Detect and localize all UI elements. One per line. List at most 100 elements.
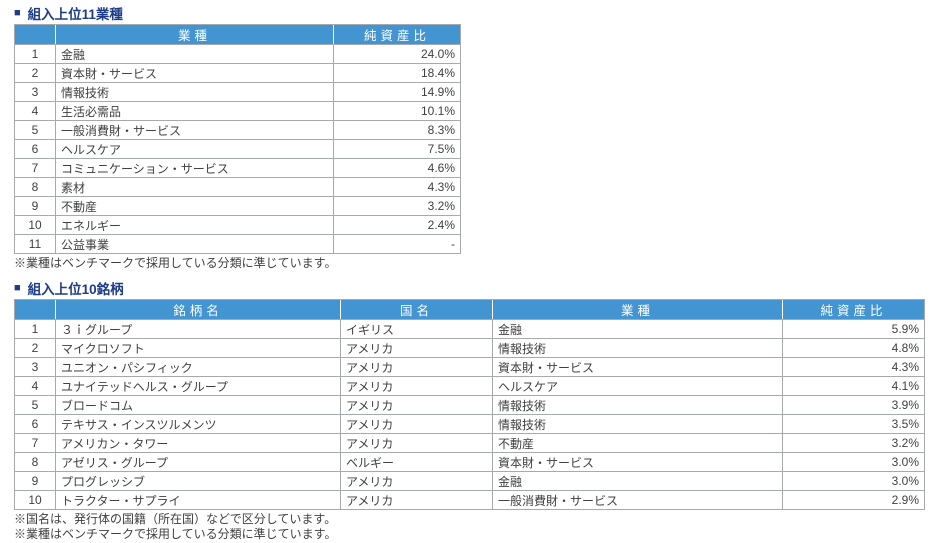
- header-country: 国名: [340, 299, 493, 320]
- cell-ratio: 3.2%: [333, 196, 461, 216]
- cell-rank: 1: [14, 44, 56, 64]
- cell-name: ユニオン・パシフィック: [55, 357, 341, 377]
- cell-rank: 5: [14, 120, 56, 140]
- cell-name: マイクロソフト: [55, 338, 341, 358]
- cell-rank: 9: [14, 471, 56, 491]
- cell-industry: 金融: [492, 319, 783, 339]
- cell-industry: ヘルスケア: [55, 139, 334, 159]
- cell-name: アゼリス・グループ: [55, 452, 341, 472]
- section-title-holdings: ■ 組入上位10銘柄: [14, 280, 950, 297]
- cell-ratio: 4.1%: [782, 376, 925, 396]
- cell-rank: 10: [14, 215, 56, 235]
- section-title-text: 組入上位11業種: [27, 7, 123, 22]
- table-row: 6 ヘルスケア 7.5%: [14, 139, 461, 159]
- holdings-table-body: 1 ３ｉグループ イギリス 金融 5.9% 2 マイクロソフト アメリカ 情報技術 4.8% 3 ユニ…: [14, 319, 925, 510]
- table-row: 9 プログレッシブ アメリカ 金融 3.0%: [14, 471, 925, 491]
- cell-industry: 不動産: [55, 196, 334, 216]
- cell-industry: 資本財・サービス: [492, 452, 783, 472]
- cell-rank: 9: [14, 196, 56, 216]
- table-row: 6 テキサス・インスツルメンツ アメリカ 情報技術 3.5%: [14, 414, 925, 434]
- cell-rank: 4: [14, 101, 56, 121]
- cell-ratio: 3.0%: [782, 452, 925, 472]
- header-industry: 業種: [492, 299, 783, 320]
- section-title-industries: ■ 組入上位11業種: [14, 5, 950, 22]
- table-row: 11 公益事業 -: [14, 234, 461, 254]
- cell-country: アメリカ: [340, 376, 493, 396]
- cell-rank: 3: [14, 357, 56, 377]
- cell-ratio: 4.3%: [782, 357, 925, 377]
- cell-name: ブロードコム: [55, 395, 341, 415]
- cell-country: アメリカ: [340, 490, 493, 510]
- cell-industry: 金融: [55, 44, 334, 64]
- cell-rank: 5: [14, 395, 56, 415]
- section-holdings: ■ 組入上位10銘柄 銘柄名 国名 業種 純資産比 1 ３ｉグループ イギリス 金融 5…: [14, 280, 950, 542]
- cell-country: アメリカ: [340, 471, 493, 491]
- table-row: 4 生活必需品 10.1%: [14, 101, 461, 121]
- cell-name: トラクター・サプライ: [55, 490, 341, 510]
- cell-industry: エネルギー: [55, 215, 334, 235]
- cell-ratio: 5.9%: [782, 319, 925, 339]
- cell-rank: 1: [14, 319, 56, 339]
- cell-industry: 公益事業: [55, 234, 334, 254]
- cell-country: アメリカ: [340, 433, 493, 453]
- footnote-country: ※国名は、発行体の国籍（所在国）などで区分しています。: [14, 512, 337, 526]
- cell-industry: 情報技術: [492, 395, 783, 415]
- cell-rank: 8: [14, 177, 56, 197]
- cell-ratio: 8.3%: [333, 120, 461, 140]
- table-row: 7 アメリカン・タワー アメリカ 不動産 3.2%: [14, 433, 925, 453]
- cell-ratio: 4.8%: [782, 338, 925, 358]
- cell-name: プログレッシブ: [55, 471, 341, 491]
- cell-rank: 2: [14, 338, 56, 358]
- cell-industry: 不動産: [492, 433, 783, 453]
- cell-country: ベルギー: [340, 452, 493, 472]
- cell-ratio: 3.2%: [782, 433, 925, 453]
- cell-ratio: 2.4%: [333, 215, 461, 235]
- cell-name: ３ｉグループ: [55, 319, 341, 339]
- header-net-asset-ratio: 純資産比: [782, 299, 925, 320]
- table-header-row: 銘柄名 国名 業種 純資産比: [14, 299, 925, 320]
- section-bullet-icon: ■: [14, 6, 21, 19]
- cell-industry: 情報技術: [492, 414, 783, 434]
- table-row: 3 情報技術 14.9%: [14, 82, 461, 102]
- footnote-industry: ※業種はベンチマークで採用している分類に準じています。: [14, 527, 337, 541]
- cell-rank: 10: [14, 490, 56, 510]
- cell-ratio: 3.9%: [782, 395, 925, 415]
- table-row: 9 不動産 3.2%: [14, 196, 461, 216]
- cell-industry: 資本財・サービス: [55, 63, 334, 83]
- cell-ratio: 18.4%: [333, 63, 461, 83]
- table-row: 2 資本財・サービス 18.4%: [14, 63, 461, 83]
- cell-ratio: 4.6%: [333, 158, 461, 178]
- cell-industry: 資本財・サービス: [492, 357, 783, 377]
- cell-rank: 2: [14, 63, 56, 83]
- cell-name: ユナイテッドヘルス・グループ: [55, 376, 341, 396]
- table-row: 3 ユニオン・パシフィック アメリカ 資本財・サービス 4.3%: [14, 357, 925, 377]
- cell-rank: 4: [14, 376, 56, 396]
- table-row: 1 ３ｉグループ イギリス 金融 5.9%: [14, 319, 925, 339]
- cell-name: テキサス・インスツルメンツ: [55, 414, 341, 434]
- cell-ratio: 7.5%: [333, 139, 461, 159]
- cell-ratio: 3.0%: [782, 471, 925, 491]
- cell-industry: 一般消費財・サービス: [55, 120, 334, 140]
- cell-ratio: 24.0%: [333, 44, 461, 64]
- cell-industry: 情報技術: [55, 82, 334, 102]
- cell-industry: 生活必需品: [55, 101, 334, 121]
- cell-ratio: 14.9%: [333, 82, 461, 102]
- cell-country: アメリカ: [340, 357, 493, 377]
- table-row: 1 金融 24.0%: [14, 44, 461, 64]
- industries-table-body: 1 金融 24.0% 2 資本財・サービス 18.4% 3 情報技術 14.9% 4 生活必需品 10…: [14, 44, 461, 254]
- section-bullet-icon: ■: [14, 281, 21, 294]
- cell-country: アメリカ: [340, 414, 493, 434]
- header-rank: [14, 299, 56, 320]
- table-row: 2 マイクロソフト アメリカ 情報技術 4.8%: [14, 338, 925, 358]
- cell-ratio: 10.1%: [333, 101, 461, 121]
- top-holdings-table: 銘柄名 国名 業種 純資産比 1 ３ｉグループ イギリス 金融 5.9% 2 マイクロソフト…: [14, 299, 925, 510]
- table-row: 4 ユナイテッドヘルス・グループ アメリカ ヘルスケア 4.1%: [14, 376, 925, 396]
- header-net-asset-ratio: 純資産比: [333, 24, 461, 45]
- table-row: 5 ブロードコム アメリカ 情報技術 3.9%: [14, 395, 925, 415]
- cell-ratio: 4.3%: [333, 177, 461, 197]
- table-row: 5 一般消費財・サービス 8.3%: [14, 120, 461, 140]
- table-row: 8 素材 4.3%: [14, 177, 461, 197]
- cell-name: アメリカン・タワー: [55, 433, 341, 453]
- footnote-industries: ※業種はベンチマークで採用している分類に準じています。: [14, 256, 337, 270]
- cell-industry: 一般消費財・サービス: [492, 490, 783, 510]
